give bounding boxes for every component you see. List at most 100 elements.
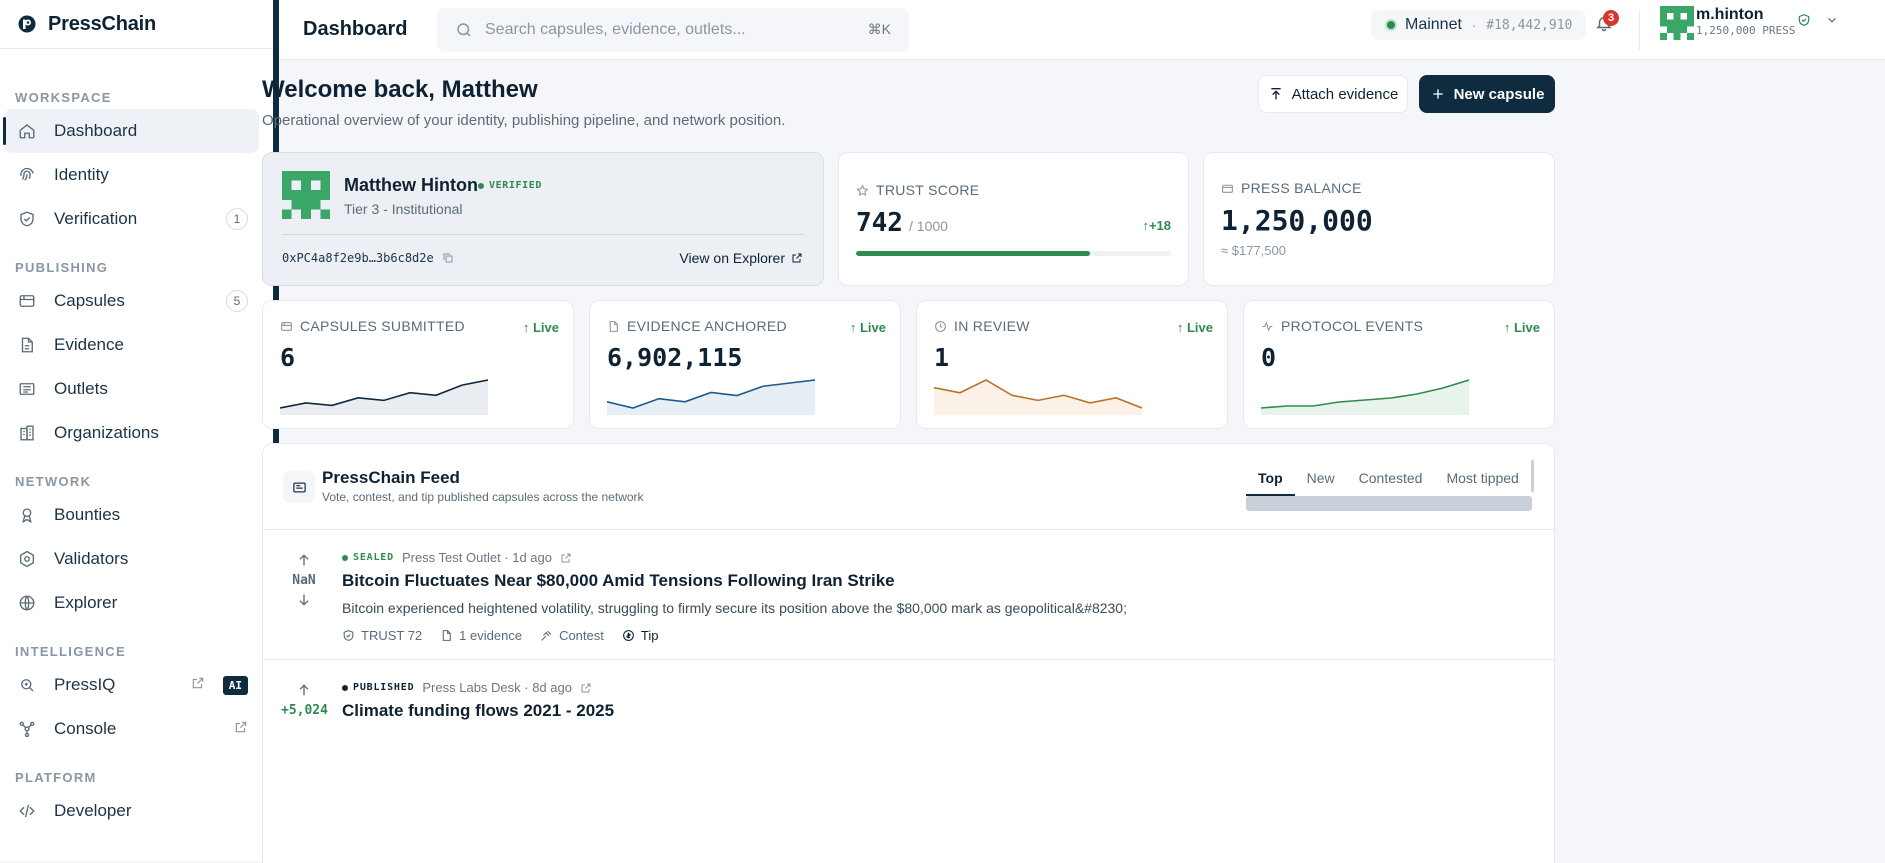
post-outlet[interactable]: Press Test Outlet · 1d ago xyxy=(401,550,552,565)
tab-most-tipped[interactable]: Most tipped xyxy=(1446,470,1519,486)
copy-icon[interactable] xyxy=(442,252,454,264)
nav-heading: PUBLISHING xyxy=(15,260,109,275)
stat-card-protocol-events: PROTOCOL EVENTS ↑ Live 0 xyxy=(1243,300,1555,429)
trust-score-bar xyxy=(856,251,1171,256)
post-title[interactable]: Climate funding flows 2021 - 2025 xyxy=(342,701,615,720)
trust-score-bar-fill xyxy=(856,251,1090,256)
sidebar-item-organizations[interactable]: Organizations xyxy=(4,411,259,455)
press-balance-label: PRESS BALANCE xyxy=(1241,180,1362,196)
tip-button[interactable]: Tip xyxy=(622,628,658,643)
identity-tier: Tier 3 - Institutional xyxy=(344,201,463,217)
status-badge: PUBLISHED xyxy=(342,682,414,693)
downvote-icon[interactable] xyxy=(296,592,312,608)
post-evidence[interactable]: 1 evidence xyxy=(440,628,522,643)
sidebar-item-outlets[interactable]: Outlets xyxy=(4,367,259,411)
live-indicator: ↑ Live xyxy=(1503,320,1540,335)
sidebar-item-validators[interactable]: Validators xyxy=(4,537,259,581)
post-trust-label: TRUST 72 xyxy=(361,628,423,643)
sidebar-item-console[interactable]: Console xyxy=(4,707,259,751)
nav-section-intelligence: INTELLIGENCE PressIQ AI Console xyxy=(0,639,273,751)
nav-heading: PLATFORM xyxy=(15,770,97,785)
activity-icon xyxy=(1262,320,1273,332)
live-indicator: ↑ Live xyxy=(849,320,886,335)
search-shortcut: ⌘K xyxy=(867,21,891,37)
sidebar-item-evidence[interactable]: Evidence xyxy=(4,323,259,367)
tab-new[interactable]: New xyxy=(1306,470,1335,486)
post-trust: TRUST 72 xyxy=(342,628,422,643)
post-outlet[interactable]: Press Labs Desk · 8d ago xyxy=(422,680,572,695)
sparkline-area xyxy=(607,380,815,415)
status-badge: SEALED xyxy=(342,552,394,563)
tab-top[interactable]: Top xyxy=(1246,464,1295,496)
trust-score-value: 742 xyxy=(856,208,903,238)
block-height: #18,442,910 xyxy=(1486,17,1573,33)
stat-label: PRESS BALANCE xyxy=(1221,180,1362,196)
status-label: PUBLISHED xyxy=(353,682,415,693)
user-name[interactable]: m.hinton xyxy=(1696,6,1764,23)
stat-label-text: CAPSULES SUBMITTED xyxy=(300,318,465,334)
sidebar-item-capsules[interactable]: Capsules 5 xyxy=(4,279,259,323)
post-actions: TRUST 72 1 evidence Contest Tip xyxy=(342,628,676,643)
nav-count-badge: 1 xyxy=(226,208,248,230)
external-link-icon[interactable] xyxy=(560,552,572,564)
feed-header: PressChain Feed Vote, contest, and tip p… xyxy=(263,444,1554,530)
nav-section-publishing: PUBLISHING Capsules 5 Evidence Outlets O… xyxy=(0,255,273,455)
notifications-button[interactable]: 3 xyxy=(1595,10,1619,38)
stat-label-text: IN REVIEW xyxy=(954,318,1030,334)
chevron-down-icon[interactable] xyxy=(1825,13,1839,32)
vote-control: NaN xyxy=(281,552,327,613)
sidebar-item-pressiq[interactable]: PressIQ AI xyxy=(4,663,259,707)
attach-evidence-button[interactable]: Attach evidence xyxy=(1258,75,1408,113)
upvote-icon[interactable] xyxy=(296,682,312,698)
search-input[interactable]: Search capsules, evidence, outlets... ⌘K xyxy=(437,7,909,52)
identity-card: Matthew Hinton VERIFIED Tier 3 - Institu… xyxy=(262,152,824,286)
upvote-icon[interactable] xyxy=(296,552,312,568)
contest-button[interactable]: Contest xyxy=(540,628,604,643)
sidebar-item-explorer[interactable]: Explorer xyxy=(4,581,259,625)
feed-tabs: Top New Contested Most tipped xyxy=(1246,464,1531,496)
tab-contested[interactable]: Contested xyxy=(1358,470,1423,486)
globe-icon xyxy=(18,594,36,612)
post-title[interactable]: Bitcoin Fluctuates Near $80,000 Amid Ten… xyxy=(342,571,895,590)
sidebar-item-identity[interactable]: Identity xyxy=(4,153,259,197)
topbar: Dashboard Search capsules, evidence, out… xyxy=(279,0,1885,60)
sidebar-item-label: Console xyxy=(54,719,117,738)
view-on-explorer-link[interactable]: View on Explorer xyxy=(679,250,803,266)
search-icon xyxy=(457,22,471,37)
newspaper-icon xyxy=(18,380,36,398)
external-link-icon xyxy=(234,719,248,739)
sidebar-item-bounties[interactable]: Bounties xyxy=(4,493,259,537)
sparkline-area xyxy=(280,380,488,415)
trust-score-max: / 1000 xyxy=(909,218,948,234)
external-link-icon xyxy=(792,253,802,263)
network-selector[interactable]: Mainnet · #18,442,910 xyxy=(1371,10,1587,40)
document-icon xyxy=(18,336,36,354)
tabs-scrollbar[interactable] xyxy=(1246,496,1532,511)
new-capsule-button[interactable]: New capsule xyxy=(1419,75,1555,113)
stat-value: 0 xyxy=(1261,343,1277,372)
stat-value: 6,902,115 xyxy=(607,343,743,372)
sparkline xyxy=(607,379,815,415)
verified-dot xyxy=(478,182,484,189)
document-icon xyxy=(442,630,452,641)
brand[interactable]: PressChain xyxy=(0,0,273,49)
sidebar: PressChain WORKSPACE Dashboard Identity … xyxy=(0,0,279,861)
feed-post[interactable]: NaN SEALED Press Test Outlet · 1d ago Bi… xyxy=(263,530,1554,660)
status-badge: VERIFIED xyxy=(478,180,542,191)
sidebar-item-dashboard[interactable]: Dashboard xyxy=(3,109,259,153)
sparkline-line xyxy=(607,379,815,409)
sidebar-item-label: Organizations xyxy=(54,423,159,442)
nav-heading: NETWORK xyxy=(15,474,92,489)
avatar[interactable] xyxy=(1660,6,1694,40)
welcome-title: Welcome back, Matthew xyxy=(262,76,538,103)
feed-post[interactable]: +5,024 PUBLISHED Press Labs Desk · 8d ag… xyxy=(263,660,1554,740)
capsule-icon xyxy=(281,321,292,331)
sidebar-item-developer[interactable]: Developer xyxy=(4,789,259,833)
sidebar-item-label: Capsules xyxy=(54,291,125,310)
sidebar-item-verification[interactable]: Verification 1 xyxy=(4,197,259,241)
sidebar-item-label: Evidence xyxy=(54,335,124,354)
external-link-icon[interactable] xyxy=(580,682,592,694)
external-link-icon xyxy=(191,675,205,695)
star-icon xyxy=(856,183,869,196)
post-meta: PUBLISHED Press Labs Desk · 8d ago xyxy=(342,680,592,695)
